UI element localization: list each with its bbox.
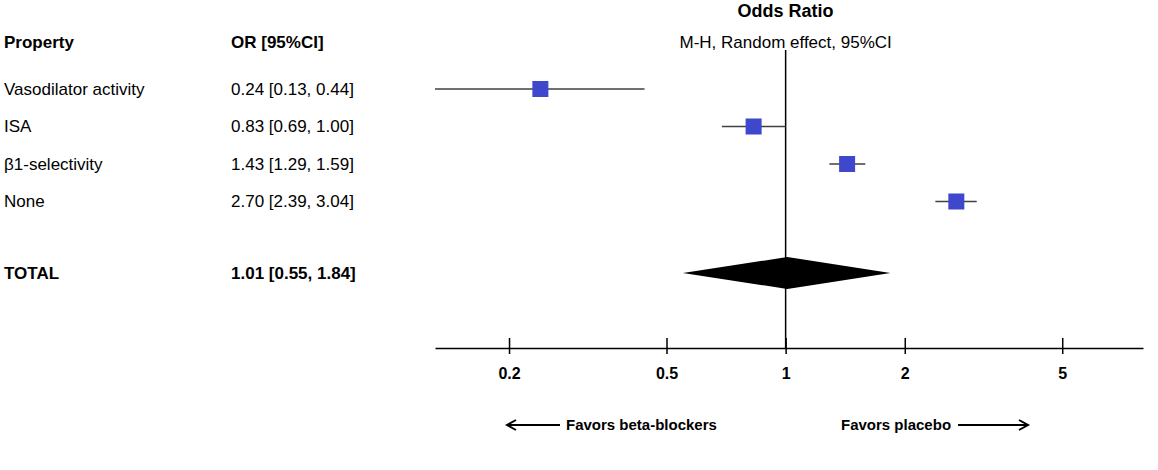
plot-area bbox=[435, 50, 977, 348]
tick: 0.2 bbox=[498, 338, 520, 382]
tick-label: 0.2 bbox=[498, 365, 520, 382]
subtitle: M-H, Random effect, 95%CI bbox=[679, 33, 891, 52]
point-estimate bbox=[746, 119, 762, 135]
right-favor-label: Favors placebo bbox=[841, 416, 951, 433]
value-label: 2.70 [2.39, 3.04] bbox=[231, 192, 354, 211]
tick-label: 0.5 bbox=[656, 365, 678, 382]
tick-label: 2 bbox=[901, 365, 910, 382]
value-label: 1.43 [1.29, 1.59] bbox=[231, 155, 354, 174]
value-label: 0.24 [0.13, 0.44] bbox=[231, 80, 354, 99]
x-axis: 0.2 0.5 1 2 5 bbox=[436, 338, 1144, 382]
reference-line bbox=[785, 50, 787, 348]
axis-line bbox=[436, 348, 1144, 350]
title: Odds Ratio bbox=[738, 1, 834, 21]
tick: 2 bbox=[901, 338, 910, 382]
row-label: None bbox=[4, 192, 45, 211]
tick-label: 1 bbox=[782, 365, 791, 382]
tick: 1 bbox=[782, 338, 791, 382]
point-estimate bbox=[948, 194, 964, 210]
tick-mark bbox=[1062, 338, 1064, 354]
chart: Odds Ratio M-H, Random effect, 95%CI Prope… bbox=[0, 0, 1158, 470]
arrow-left bbox=[507, 420, 560, 430]
arrow-right bbox=[958, 420, 1028, 430]
point-estimate bbox=[839, 156, 855, 172]
value-label: 1.01 [0.55, 1.84] bbox=[231, 264, 356, 283]
point-estimate bbox=[532, 81, 548, 97]
tick-mark bbox=[905, 338, 907, 354]
tick-mark bbox=[509, 338, 511, 354]
tick: 5 bbox=[1058, 338, 1067, 382]
row-label: ISA bbox=[4, 117, 32, 136]
row-label: Vasodilator activity bbox=[4, 80, 145, 99]
tick-mark bbox=[785, 338, 787, 354]
row-label: β1-selectivity bbox=[4, 155, 103, 174]
row-label: TOTAL bbox=[4, 264, 59, 283]
value-label: 0.83 [0.69, 1.00] bbox=[231, 117, 354, 136]
left-favor-label: Favors beta-blockers bbox=[566, 416, 717, 433]
label-header: Property bbox=[4, 33, 74, 52]
pooled-diamond bbox=[683, 257, 891, 289]
value-header: OR [95%CI] bbox=[231, 33, 324, 52]
tick-mark bbox=[666, 338, 668, 354]
tick: 0.5 bbox=[656, 338, 678, 382]
tick-label: 5 bbox=[1058, 365, 1067, 382]
